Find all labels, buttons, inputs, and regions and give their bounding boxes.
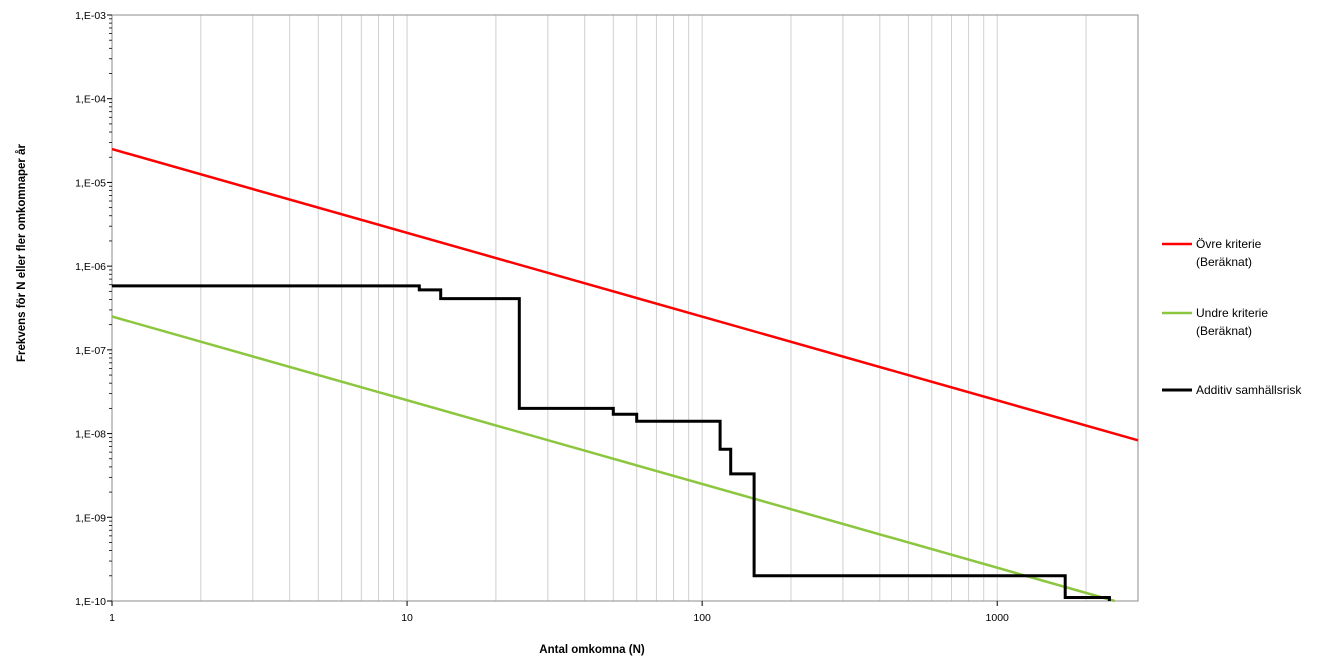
x-tick-label: 100 xyxy=(693,612,711,624)
x-axis: 1 10 100 1000 xyxy=(109,601,1009,624)
legend: Övre kriterie (Beräknat) Undre kriterie (Be… xyxy=(1162,237,1302,397)
legend-label-1: (Beräknat) xyxy=(1196,255,1252,269)
x-tick-label: 10 xyxy=(401,612,413,624)
x-axis-title: Antal omkomna (N) xyxy=(539,644,645,656)
legend-label-1: Övre kriterie xyxy=(1196,237,1262,251)
y-axis: 1,E-10 1,E-09 1,E-08 1,E-07 1,E-06 1,E-05 1,E-… xyxy=(75,10,112,608)
legend-label-2: Undre kriterie xyxy=(1196,306,1268,320)
y-tick-label: 1,E-04 xyxy=(75,94,106,106)
series-line-1 xyxy=(111,147,1139,442)
x-tick-label: 1000 xyxy=(986,612,1010,624)
y-tick-label: 1,E-08 xyxy=(75,429,106,441)
y-tick-label: 1,E-05 xyxy=(75,177,106,189)
series-lines xyxy=(111,147,1139,603)
x-tick-label: 1 xyxy=(109,612,115,624)
series-line-2 xyxy=(111,315,1115,603)
y-axis-title: Frekvens för N eller fler omkomnaper år xyxy=(16,144,28,362)
y-tick-label: 1,E-03 xyxy=(75,10,106,22)
plot-area xyxy=(111,14,1139,602)
legend-label-2: (Beräknat) xyxy=(1196,324,1252,338)
y-tick-label: 1,E-06 xyxy=(75,261,106,273)
legend-label-3: Additiv samhällsrisk xyxy=(1196,383,1302,397)
y-tick-label: 1,E-07 xyxy=(75,345,106,357)
series-line-3 xyxy=(112,284,1111,601)
y-tick-label: 1,E-10 xyxy=(75,596,106,608)
grid-lines xyxy=(200,15,1087,601)
y-tick-label: 1,E-09 xyxy=(75,512,106,524)
